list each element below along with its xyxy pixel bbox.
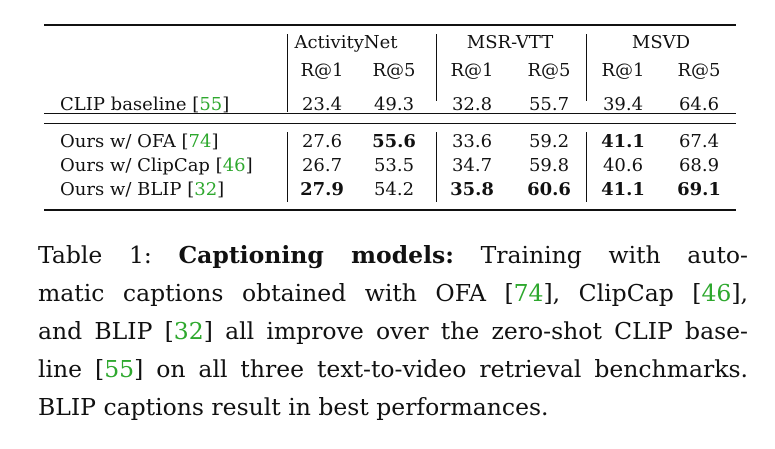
caption-line: Table 1: Captioning models: Training wit…	[38, 241, 748, 269]
table-cell: 59.2	[528, 131, 570, 152]
group-header: MSVD	[631, 32, 691, 53]
table-cell-best: 69.1	[677, 179, 721, 200]
citation-link[interactable]: 74	[513, 279, 544, 307]
table-cell: 27.6	[301, 131, 343, 152]
citation-link[interactable]: 46	[222, 155, 246, 176]
table-cell: 32.8	[451, 94, 493, 115]
metric-header: R@1	[601, 60, 645, 81]
table-cell: 26.7	[301, 155, 343, 176]
citation-link[interactable]: 32	[173, 317, 204, 345]
table-cell-best: 35.8	[450, 179, 494, 200]
table-cell: 64.6	[678, 94, 720, 115]
col-separator	[586, 34, 587, 101]
metric-header: R@1	[450, 60, 494, 81]
caption-line: BLIP captions result in best performance…	[38, 393, 549, 421]
caption-title: Captioning models:	[178, 241, 454, 269]
bottom-rule	[44, 209, 736, 211]
col-separator	[586, 132, 587, 202]
group-header: MSR-VTT	[466, 32, 554, 53]
citation-link[interactable]: 55	[199, 94, 223, 115]
group-header: ActivityNet	[294, 32, 398, 53]
col-separator	[436, 34, 437, 101]
metric-header: R@5	[677, 60, 721, 81]
table-cell: 34.7	[451, 155, 493, 176]
table-cell: 59.8	[528, 155, 570, 176]
table-cell: 53.5	[373, 155, 415, 176]
table-cell: 68.9	[678, 155, 720, 176]
table-cell: 33.6	[451, 131, 493, 152]
table-cell-best: 41.1	[601, 179, 645, 200]
table-caption: Table 1: Captioning models: Training wit…	[38, 236, 748, 426]
table-cell: 49.3	[373, 94, 415, 115]
col-separator	[436, 132, 437, 202]
results-table: ActivityNet MSR-VTT MSVD R@1 R@5 R@1 R@5…	[44, 24, 736, 212]
table-cell-best: 27.9	[300, 179, 344, 200]
citation-link[interactable]: 46	[701, 279, 732, 307]
col-separator	[287, 34, 288, 101]
table-cell: 67.4	[678, 131, 720, 152]
caption-line: matic captions obtained with OFA [74], C…	[38, 279, 748, 307]
table-cell-best: 60.6	[527, 179, 571, 200]
table-cell-best: 41.1	[601, 131, 645, 152]
table-cell: 55.7	[528, 94, 570, 115]
citation-link[interactable]: 32	[194, 179, 218, 200]
metric-header: R@5	[527, 60, 571, 81]
top-rule	[44, 24, 736, 26]
col-separator	[287, 132, 288, 202]
caption-line: line [55] on all three text-to-video ret…	[38, 355, 748, 383]
col-separator	[287, 87, 288, 112]
table-row-method: Ours w/ BLIP [32]	[60, 179, 225, 200]
metric-header: R@5	[372, 60, 416, 81]
citation-link[interactable]: 74	[188, 131, 212, 152]
baseline-rule	[44, 123, 736, 124]
table-cell-best: 55.6	[372, 131, 416, 152]
table-cell: 39.4	[602, 94, 644, 115]
table-row-method: CLIP baseline [55]	[60, 94, 230, 115]
table-row-method: Ours w/ ClipCap [46]	[60, 155, 253, 176]
metric-header: R@1	[300, 60, 344, 81]
table-cell: 40.6	[602, 155, 644, 176]
header-rule	[44, 113, 736, 114]
caption-line: and BLIP [32] all improve over the zero-…	[38, 317, 748, 345]
table-row-method: Ours w/ OFA [74]	[60, 131, 219, 152]
citation-link[interactable]: 55	[104, 355, 135, 383]
table-cell: 54.2	[373, 179, 415, 200]
table-cell: 23.4	[301, 94, 343, 115]
